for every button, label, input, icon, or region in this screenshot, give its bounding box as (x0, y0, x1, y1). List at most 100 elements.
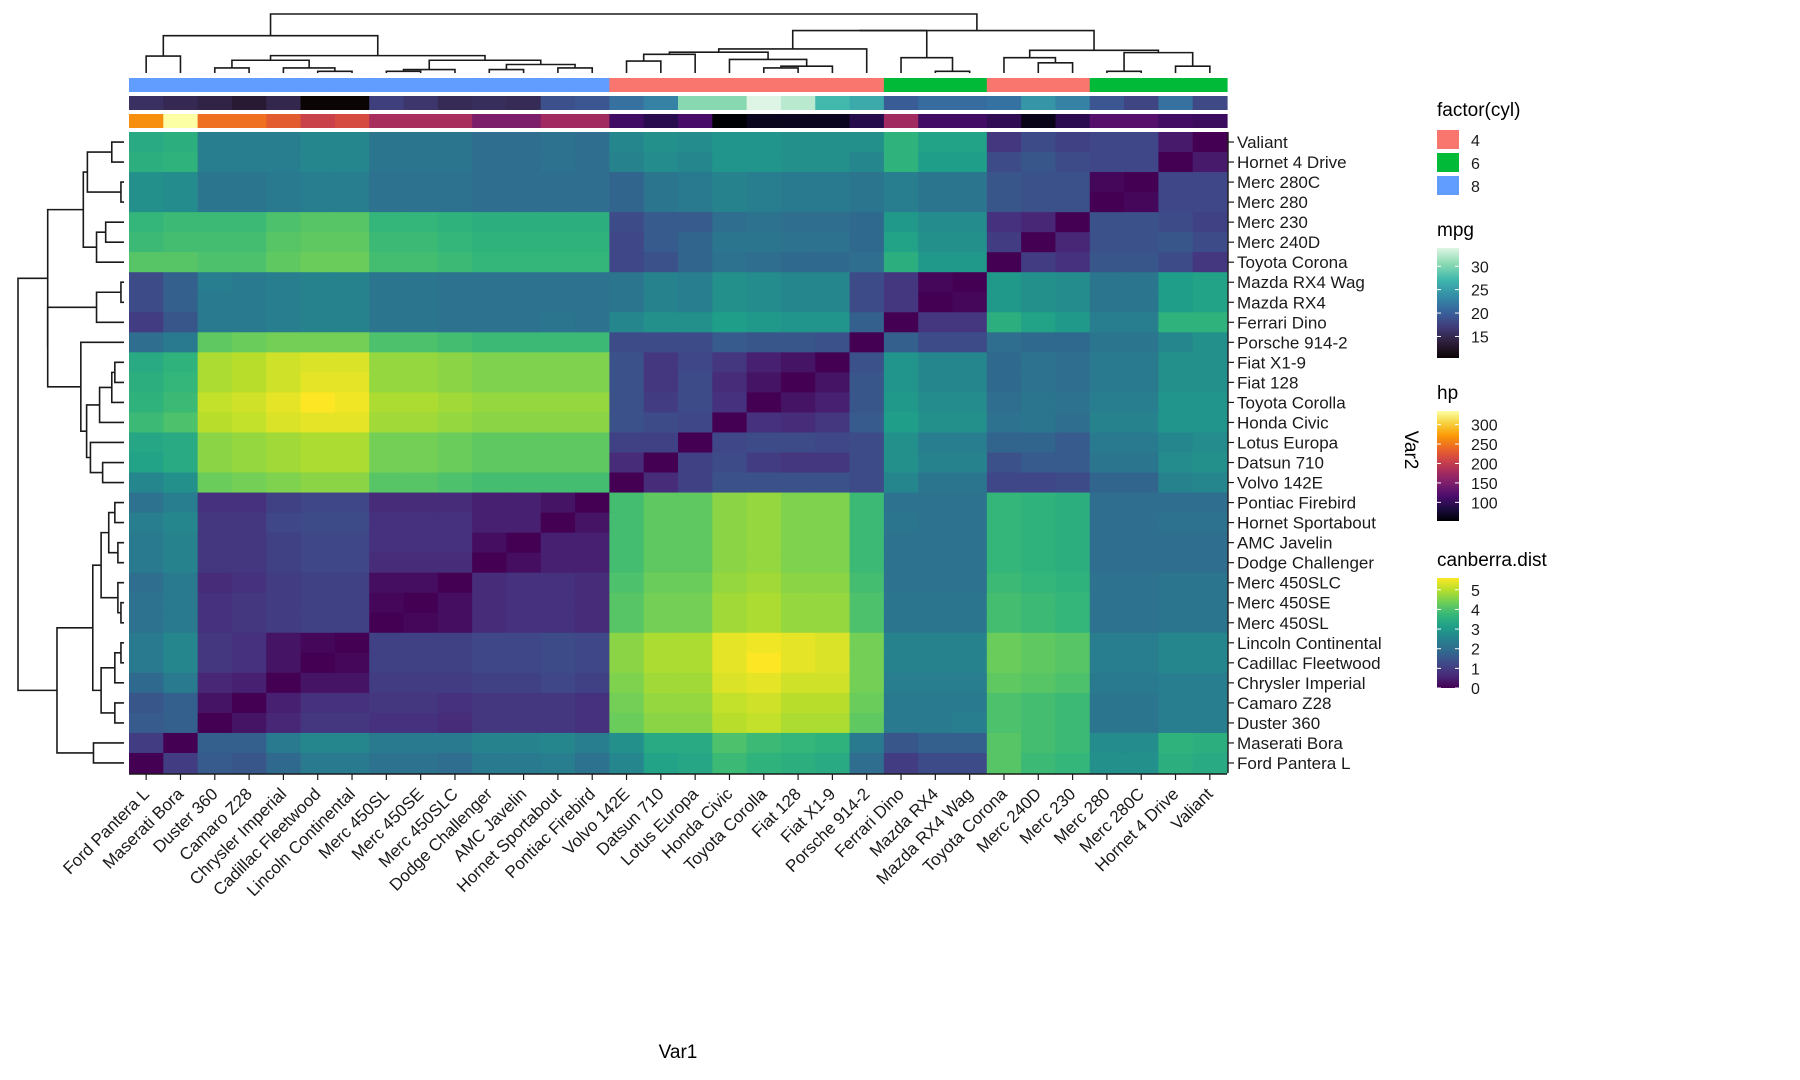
heatmap-cell (678, 632, 713, 654)
heatmap-cell (609, 752, 645, 774)
dendrogram-branch (791, 29, 928, 58)
mpg-annotation-cell (129, 96, 164, 110)
heatmap-cell (403, 592, 439, 614)
heatmap-cell (712, 732, 748, 754)
heatmap-cell (129, 412, 164, 434)
heatmap-cell (952, 432, 988, 454)
heatmap-cell (472, 692, 508, 714)
dendrogram-branch (625, 60, 662, 73)
hp-annotation-cell (780, 114, 816, 128)
heatmap-cell (506, 572, 542, 594)
heatmap-cell (437, 132, 473, 153)
heatmap-cell (197, 552, 233, 574)
heatmap-cell (1055, 612, 1091, 634)
heatmap-cell (1192, 732, 1228, 754)
heatmap-cell (849, 152, 885, 173)
heatmap-cell (883, 312, 919, 333)
heatmap-cell (163, 492, 199, 514)
heatmap-cell (849, 132, 885, 153)
heatmap-cell (849, 752, 885, 774)
heatmap-cell (609, 672, 645, 694)
heatmap-cell (1192, 432, 1228, 454)
cyl-annotation-cell (300, 78, 336, 92)
heatmap-cell (1192, 252, 1228, 273)
heatmap-cell (266, 592, 302, 614)
heatmap-cell (369, 192, 405, 213)
heatmap-cell (883, 532, 919, 554)
heatmap-cell (231, 292, 267, 313)
heatmap-cell (540, 492, 576, 514)
heatmap-cell (369, 352, 405, 373)
heatmap-cell (129, 672, 164, 694)
heatmap-cell (437, 512, 473, 534)
mpg-annotation-cell (472, 96, 508, 110)
heatmap-cell (1089, 372, 1125, 394)
heatmap-cell (780, 372, 816, 394)
heatmap-cell (746, 392, 782, 414)
heatmap-cell (163, 752, 199, 774)
heatmap-cell (575, 412, 610, 434)
heatmap-cell (369, 632, 405, 654)
hp-annotation-cell (403, 114, 439, 128)
cyl-annotation-cell (1192, 78, 1228, 92)
heatmap-cell (197, 372, 233, 394)
heatmap-cell (952, 452, 988, 474)
heatmap-cell (231, 592, 267, 614)
heatmap-cell (746, 692, 782, 714)
heatmap-cell (815, 712, 851, 734)
heatmap-cell (849, 432, 885, 454)
heatmap-cell (1055, 512, 1091, 534)
heatmap-cell (952, 212, 988, 233)
dendrogram-branch (900, 56, 954, 73)
hp-annotation-cell (231, 114, 267, 128)
y-tick-label: Ferrari Dino (1237, 313, 1327, 332)
heatmap-cell (986, 312, 1022, 333)
y-tick-label: Chrysler Imperial (1237, 674, 1365, 693)
y-tick-label: Toyota Corolla (1237, 393, 1346, 412)
heatmap-cell (883, 572, 919, 594)
heatmap-cell (575, 552, 610, 574)
heatmap-cell (266, 492, 302, 514)
heatmap-cell (197, 672, 233, 694)
heatmap-cell (952, 292, 988, 313)
heatmap-cell (609, 192, 645, 213)
heatmap-cell (1089, 732, 1125, 754)
hp-annotation-cell (506, 114, 542, 128)
heatmap-cell (986, 512, 1022, 534)
heatmap-cell (266, 292, 302, 313)
heatmap-cell (197, 572, 233, 594)
heatmap-cell (746, 212, 782, 233)
heatmap-cell (986, 652, 1022, 674)
heatmap-cell (197, 512, 233, 534)
heatmap-cell (678, 412, 713, 434)
heatmap-cell (403, 512, 439, 534)
heatmap-cell (746, 192, 782, 213)
heatmap-cell (540, 672, 576, 694)
heatmap-cell (1192, 712, 1228, 734)
heatmap-cell (1158, 432, 1194, 454)
hp-annotation-cell (369, 114, 405, 128)
heatmap-cell (1192, 132, 1228, 153)
heatmap-cell (1124, 572, 1159, 594)
heatmap-cell (334, 492, 370, 514)
heatmap-cell (437, 652, 473, 674)
heatmap-cell (643, 592, 679, 614)
heatmap-cell (1021, 672, 1057, 694)
hp-annotation-cell (1158, 114, 1194, 128)
heatmap-cell (403, 272, 439, 293)
heatmap-cell (300, 712, 336, 734)
heatmap-cell (678, 272, 713, 293)
y-tick-label: Cadillac Fleetwood (1237, 654, 1381, 673)
heatmap-cell (472, 492, 508, 514)
heatmap-cell (472, 552, 508, 574)
heatmap-cell (1124, 432, 1159, 454)
mpg-annotation-cell (609, 96, 645, 110)
heatmap-cell (609, 432, 645, 454)
heatmap-cell (472, 412, 508, 434)
heatmap-cell (883, 172, 919, 193)
heatmap-cell (780, 172, 816, 193)
heatmap-cell (437, 232, 473, 253)
heatmap-cell (918, 292, 954, 313)
heatmap-cell (1158, 192, 1194, 213)
heatmap-cell (231, 212, 267, 233)
